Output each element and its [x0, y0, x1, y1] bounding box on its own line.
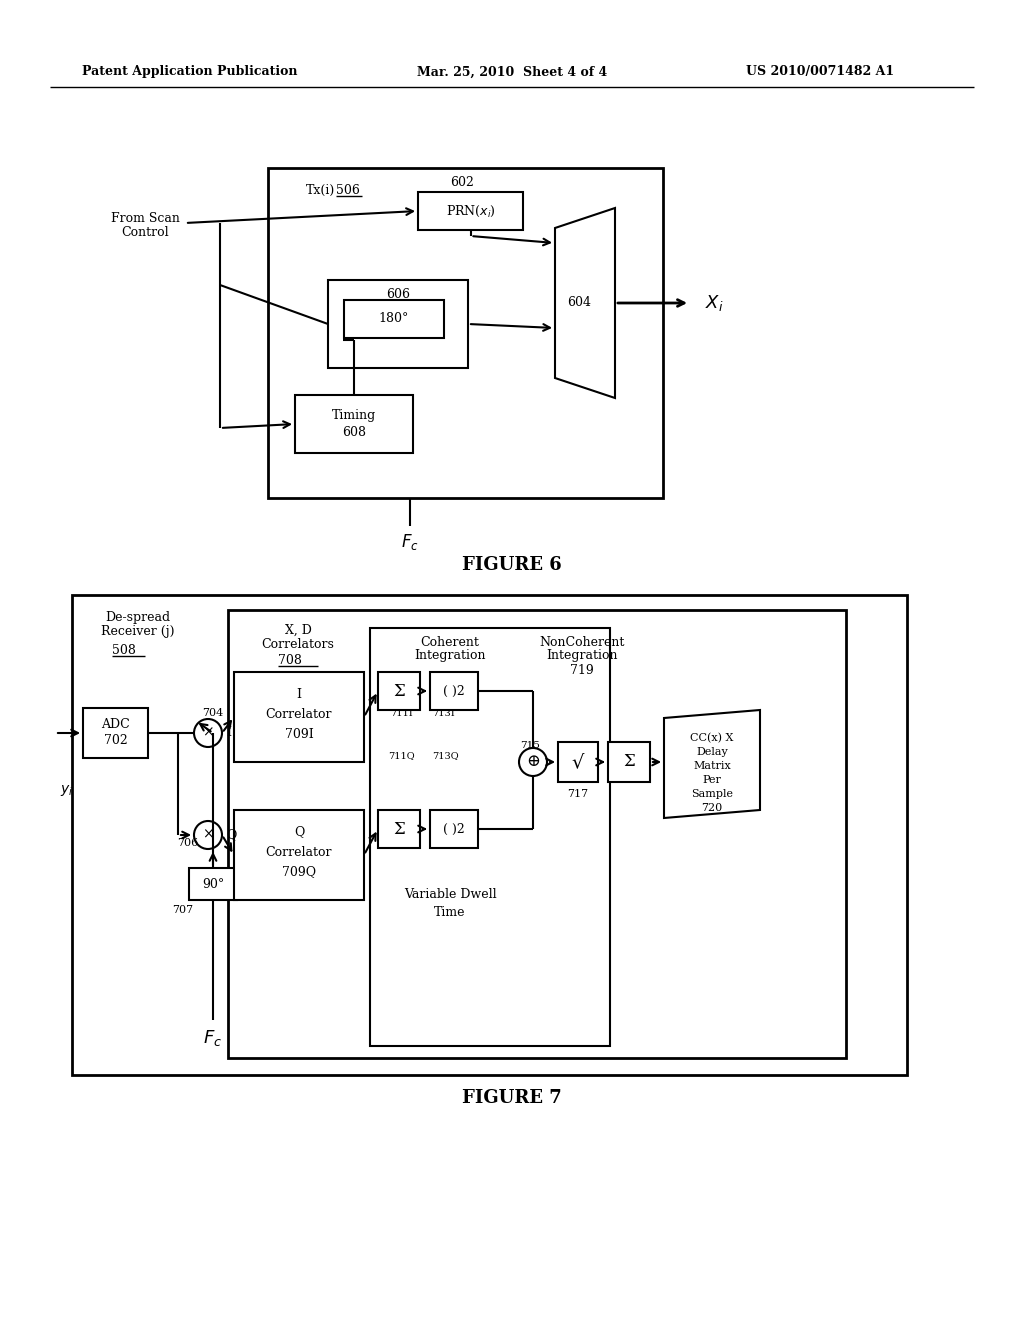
Bar [83, 708, 148, 758]
Text: 709Q: 709Q [282, 866, 316, 879]
Text: 604: 604 [567, 297, 591, 309]
Text: 704: 704 [203, 708, 223, 718]
Text: 180°: 180° [379, 313, 410, 326]
Text: 606: 606 [386, 288, 410, 301]
Text: Q: Q [226, 829, 237, 842]
Bar [234, 672, 364, 762]
Bar [430, 672, 478, 710]
Text: Integration: Integration [546, 649, 617, 663]
Text: $y_i$: $y_i$ [60, 783, 74, 797]
Text: Correlator: Correlator [266, 846, 332, 858]
Text: Mar. 25, 2010  Sheet 4 of 4: Mar. 25, 2010 Sheet 4 of 4 [417, 66, 607, 78]
Text: 713Q: 713Q [432, 751, 459, 760]
Text: I: I [297, 688, 301, 701]
Bar [378, 810, 420, 847]
Text: X, D: X, D [285, 623, 311, 636]
Bar [295, 395, 413, 453]
Bar [268, 168, 663, 498]
Text: 713I: 713I [432, 710, 455, 718]
Text: Integration: Integration [415, 649, 485, 663]
Text: 706: 706 [177, 838, 199, 847]
Text: Receiver (j): Receiver (j) [101, 626, 175, 639]
Text: Sample: Sample [691, 789, 733, 799]
Bar [608, 742, 650, 781]
Text: $X_i$: $X_i$ [705, 293, 724, 313]
Text: √: √ [571, 752, 584, 771]
Text: Delay: Delay [696, 747, 728, 756]
Text: Correlators: Correlators [261, 638, 335, 651]
Text: 709I: 709I [285, 727, 313, 741]
Bar [328, 280, 468, 368]
Text: Σ: Σ [393, 821, 404, 837]
Polygon shape [664, 710, 760, 818]
Text: De-spread: De-spread [105, 611, 171, 624]
Bar [418, 191, 523, 230]
Text: Σ: Σ [624, 754, 635, 771]
Bar [344, 300, 444, 338]
Text: Σ: Σ [393, 682, 404, 700]
Bar [370, 628, 610, 1045]
Text: I: I [226, 726, 231, 739]
Text: NonCoherent: NonCoherent [540, 635, 625, 648]
Text: ADC: ADC [101, 718, 130, 731]
Text: Variable Dwell: Variable Dwell [403, 888, 497, 902]
Bar [189, 869, 237, 900]
Text: FIGURE 6: FIGURE 6 [462, 556, 562, 574]
Text: ( )2: ( )2 [443, 822, 465, 836]
Text: 508: 508 [112, 644, 136, 656]
Text: 711I: 711I [390, 710, 413, 718]
Text: 720: 720 [701, 803, 723, 813]
Text: FIGURE 7: FIGURE 7 [462, 1089, 562, 1107]
Text: Per: Per [702, 775, 722, 785]
Text: Tx(i): Tx(i) [306, 183, 335, 197]
Text: 707: 707 [172, 906, 194, 915]
Bar [430, 810, 478, 847]
Text: Control: Control [121, 226, 169, 239]
Text: ×: × [202, 726, 214, 741]
Text: CC(x) X: CC(x) X [690, 733, 733, 743]
Text: 719: 719 [570, 664, 594, 676]
Text: 715: 715 [520, 741, 540, 750]
Text: 717: 717 [567, 789, 589, 799]
Text: $F_c$: $F_c$ [401, 532, 419, 552]
Bar [228, 610, 846, 1059]
Text: 702: 702 [103, 734, 127, 747]
Text: 90°: 90° [202, 878, 224, 891]
Text: 602: 602 [451, 176, 474, 189]
Text: 608: 608 [342, 426, 366, 440]
Text: 711Q: 711Q [388, 751, 415, 760]
Text: ×: × [202, 828, 214, 842]
Bar [234, 810, 364, 900]
Text: Timing: Timing [332, 408, 376, 421]
Text: Time: Time [434, 906, 466, 919]
Text: PRN($x_i$): PRN($x_i$) [445, 203, 496, 219]
Text: 506: 506 [336, 183, 359, 197]
Text: 708: 708 [278, 653, 302, 667]
Text: Q: Q [294, 825, 304, 838]
Bar [378, 672, 420, 710]
Text: ⊕: ⊕ [526, 754, 540, 771]
Text: Coherent: Coherent [421, 635, 479, 648]
Text: From Scan: From Scan [111, 211, 179, 224]
Text: Correlator: Correlator [266, 708, 332, 721]
Polygon shape [555, 209, 615, 399]
Text: ( )2: ( )2 [443, 685, 465, 697]
Bar [72, 595, 907, 1074]
Text: $F_c$: $F_c$ [204, 1028, 222, 1048]
Text: Patent Application Publication: Patent Application Publication [82, 66, 298, 78]
Bar [558, 742, 598, 781]
Text: Matrix: Matrix [693, 762, 731, 771]
Text: US 2010/0071482 A1: US 2010/0071482 A1 [745, 66, 894, 78]
